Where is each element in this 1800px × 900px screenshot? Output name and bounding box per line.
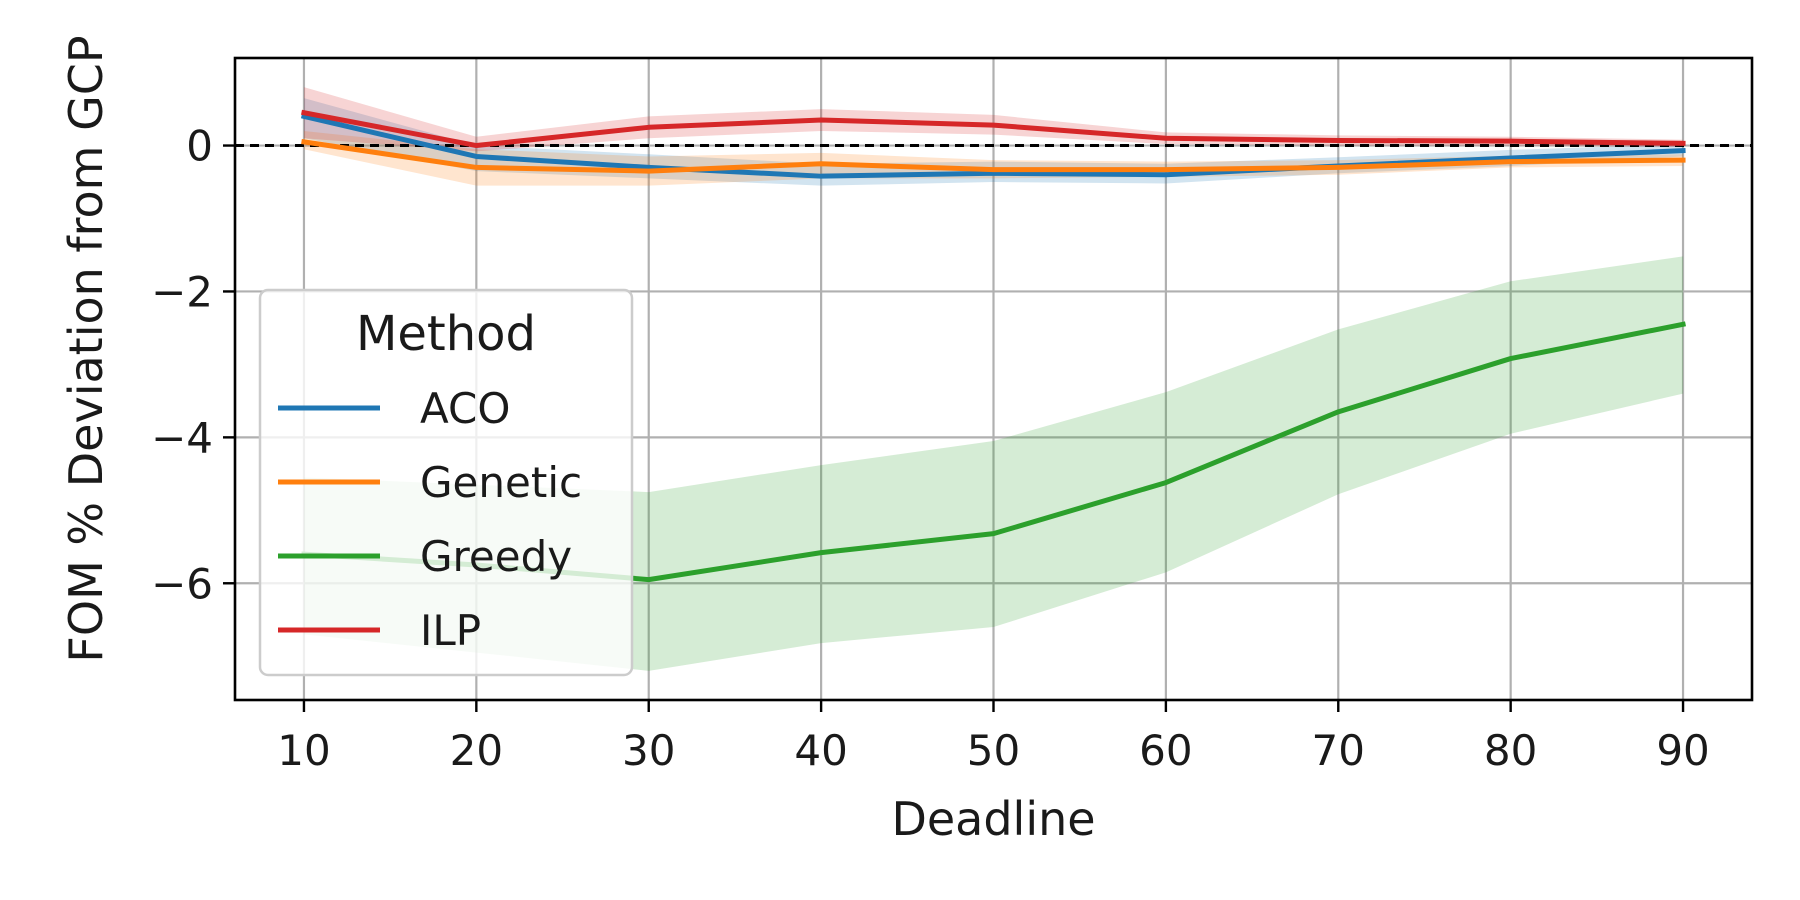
legend-box [258,288,634,677]
x-tick-label: 60 [1139,726,1192,775]
legend-items: ACO Genetic Greedy ILP [278,384,582,655]
legend-title: Method [356,306,536,362]
y-axis-ticks: 0 −2 −4 −6 [151,122,235,608]
y-tick-label: −2 [151,267,213,316]
legend-label-ilp: ILP [420,606,481,655]
legend: Method ACO Genetic Greedy ILP [258,288,634,677]
x-tick-label: 70 [1312,726,1365,775]
x-tick-label: 10 [277,726,330,775]
x-tick-label: 30 [622,726,675,775]
x-tick-label: 20 [450,726,503,775]
series-line-ilp [301,109,1686,149]
x-tick-label: 90 [1656,726,1709,775]
y-tick-label: −6 [151,559,213,608]
series-lines [300,109,1686,583]
x-tick-label: 80 [1484,726,1537,775]
series-line-genetic [301,139,1686,174]
y-tick-label: −4 [151,413,213,462]
legend-label-aco: ACO [420,384,510,433]
x-axis-label: Deadline [891,792,1095,846]
x-tick-label: 40 [794,726,847,775]
band-greedy [303,256,1684,671]
series-line-aco [300,113,1686,179]
y-axis-label: FOM % Deviation from GCP [59,35,113,662]
legend-label-greedy: Greedy [420,532,572,581]
legend-label-genetic: Genetic [420,458,582,507]
x-tick-label: 50 [967,726,1020,775]
x-axis-ticks: 10 20 30 40 50 60 70 80 90 [277,700,1710,775]
y-tick-label: 0 [186,122,213,171]
band-ilp [303,87,1684,152]
